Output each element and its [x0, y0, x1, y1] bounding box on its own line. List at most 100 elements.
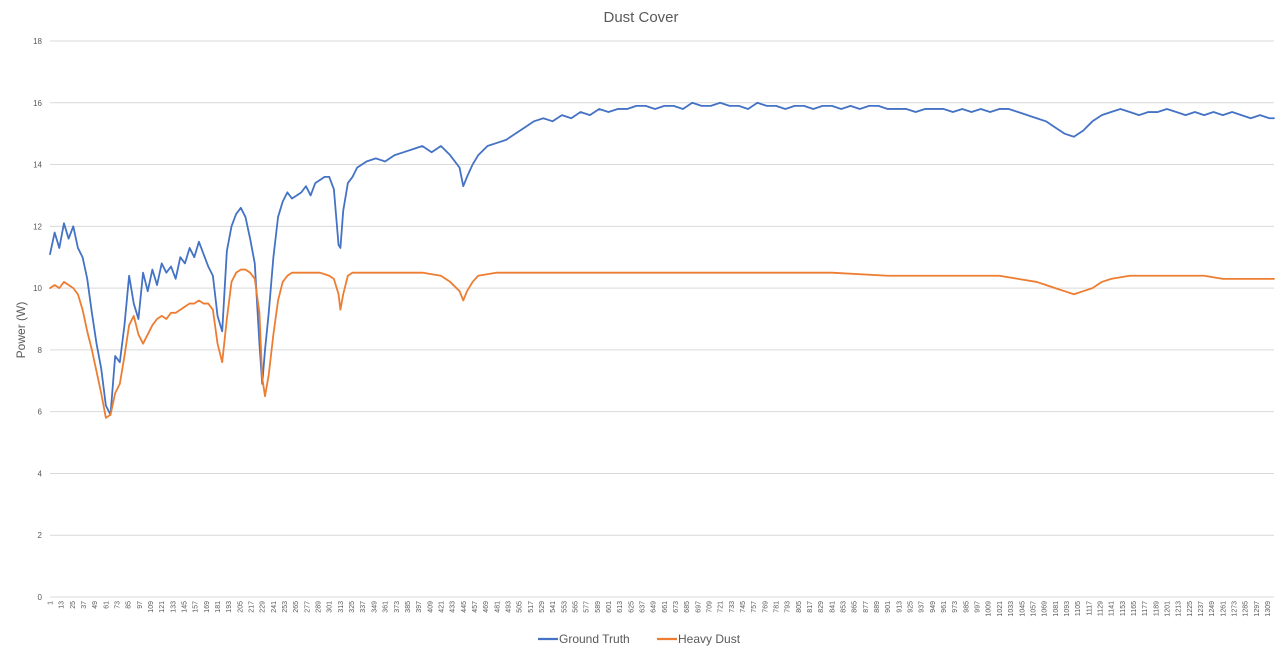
x-tick-label: 1057 [1030, 601, 1037, 617]
x-tick-label: 793 [785, 601, 792, 613]
x-tick-label: 85 [126, 601, 133, 609]
x-tick-label: 1069 [1042, 601, 1049, 617]
x-tick-label: 925 [908, 601, 915, 613]
x-tick-label: 649 [651, 601, 658, 613]
x-tick-label: 517 [528, 601, 535, 613]
x-tick-label: 433 [450, 601, 457, 613]
x-tick-label: 625 [628, 601, 635, 613]
x-tick-label: 589 [595, 601, 602, 613]
x-tick-label: 373 [394, 601, 401, 613]
x-tick-label: 289 [316, 601, 323, 613]
x-tick-label: 13 [59, 601, 66, 609]
y-axis-label: Power (W) [14, 302, 28, 359]
y-tick-label: 12 [33, 222, 42, 231]
legend-label: Heavy Dust [678, 632, 741, 646]
series-line-2 [49, 268, 1275, 419]
x-tick-label: 133 [170, 601, 177, 613]
chart-title: Dust Cover [603, 9, 678, 26]
x-tick-label: 253 [282, 601, 289, 613]
x-tick-label: 973 [952, 601, 959, 613]
x-tick-label: 1261 [1220, 601, 1227, 617]
x-tick-label: 349 [371, 601, 378, 613]
y-tick-label: 2 [38, 531, 43, 540]
x-tick-label: 889 [874, 601, 881, 613]
series-group [49, 101, 1275, 419]
x-tick-label: 397 [416, 601, 423, 613]
x-tick-label: 1297 [1254, 601, 1261, 617]
x-tick-label: 565 [572, 601, 579, 613]
x-tick-label: 1093 [1064, 601, 1071, 617]
y-tick-label: 0 [38, 593, 43, 602]
x-tick-label: 229 [260, 601, 267, 613]
x-tick-label: 193 [226, 601, 233, 613]
x-tick-label: 805 [796, 601, 803, 613]
x-tick-label: 997 [975, 601, 982, 613]
x-tick-label: 241 [271, 601, 278, 613]
x-axis-ticks: 1 13 25 37 49 61 73 85 97 109 121 133 145 157 169 181 19… [48, 601, 1272, 617]
x-tick-label: 1177 [1142, 601, 1149, 616]
x-tick-label: 553 [561, 601, 568, 613]
x-tick-label: 577 [584, 601, 591, 613]
x-tick-label: 1285 [1243, 601, 1250, 617]
x-tick-label: 109 [148, 601, 155, 613]
x-tick-label: 709 [707, 601, 714, 613]
x-tick-label: 481 [494, 601, 501, 613]
x-tick-label: 337 [360, 601, 367, 613]
legend-label: Ground Truth [559, 632, 630, 646]
x-tick-label: 1009 [986, 601, 993, 617]
x-tick-label: 637 [639, 601, 646, 613]
x-tick-label: 1 [48, 601, 55, 605]
y-tick-label: 16 [33, 99, 42, 108]
x-tick-label: 1117 [1086, 601, 1093, 616]
x-tick-label: 97 [137, 601, 144, 609]
x-tick-label: 1189 [1153, 601, 1160, 616]
x-tick-label: 493 [505, 601, 512, 613]
x-tick-label: 313 [338, 601, 345, 613]
x-tick-label: 817 [807, 601, 814, 613]
x-tick-label: 865 [852, 601, 859, 613]
x-tick-label: 1201 [1164, 601, 1171, 617]
x-tick-label: 277 [304, 601, 311, 613]
x-tick-label: 1225 [1187, 601, 1194, 617]
y-tick-label: 4 [38, 469, 43, 478]
x-tick-label: 949 [930, 601, 937, 613]
x-tick-label: 409 [427, 601, 434, 613]
x-tick-label: 913 [896, 601, 903, 613]
y-axis-ticks: 0 2 4 6 8 10 12 14 16 18 [33, 37, 42, 602]
x-tick-label: 205 [237, 601, 244, 613]
x-tick-label: 445 [461, 601, 468, 613]
x-tick-label: 937 [919, 601, 926, 613]
x-tick-label: 961 [941, 601, 948, 613]
x-tick-label: 37 [81, 601, 88, 609]
x-tick-label: 301 [327, 601, 334, 613]
x-tick-label: 157 [193, 601, 200, 613]
x-tick-label: 1021 [997, 601, 1004, 617]
x-tick-label: 853 [841, 601, 848, 613]
x-tick-label: 757 [751, 601, 758, 613]
x-tick-label: 1213 [1176, 601, 1183, 617]
x-tick-label: 601 [606, 601, 613, 613]
x-tick-label: 1081 [1053, 601, 1060, 617]
x-tick-label: 661 [662, 601, 669, 613]
x-tick-label: 781 [774, 601, 781, 613]
x-tick-label: 985 [963, 601, 970, 613]
x-tick-label: 385 [405, 601, 412, 613]
x-tick-label: 361 [383, 601, 390, 613]
x-tick-label: 1273 [1231, 601, 1238, 617]
x-tick-label: 1153 [1120, 601, 1127, 616]
x-tick-label: 733 [729, 601, 736, 613]
x-tick-label: 877 [863, 601, 870, 613]
x-tick-label: 1033 [1008, 601, 1015, 617]
x-tick-label: 469 [483, 601, 490, 613]
x-tick-label: 721 [718, 601, 725, 613]
x-tick-label: 145 [182, 601, 189, 613]
x-tick-label: 1105 [1075, 601, 1082, 616]
x-tick-label: 181 [215, 601, 222, 613]
y-tick-label: 10 [33, 284, 42, 293]
x-tick-label: 505 [517, 601, 524, 613]
x-tick-label: 901 [885, 601, 892, 613]
y-tick-label: 6 [38, 408, 43, 417]
x-tick-label: 1129 [1097, 601, 1104, 616]
x-tick-label: 1249 [1209, 601, 1216, 617]
